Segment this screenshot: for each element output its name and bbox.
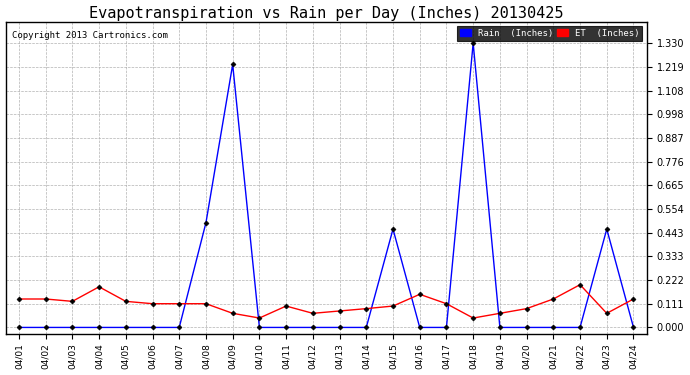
Text: Copyright 2013 Cartronics.com: Copyright 2013 Cartronics.com — [12, 31, 168, 40]
Legend: Rain  (Inches), ET  (Inches): Rain (Inches), ET (Inches) — [457, 26, 642, 40]
Title: Evapotranspiration vs Rain per Day (Inches) 20130425: Evapotranspiration vs Rain per Day (Inch… — [89, 6, 564, 21]
